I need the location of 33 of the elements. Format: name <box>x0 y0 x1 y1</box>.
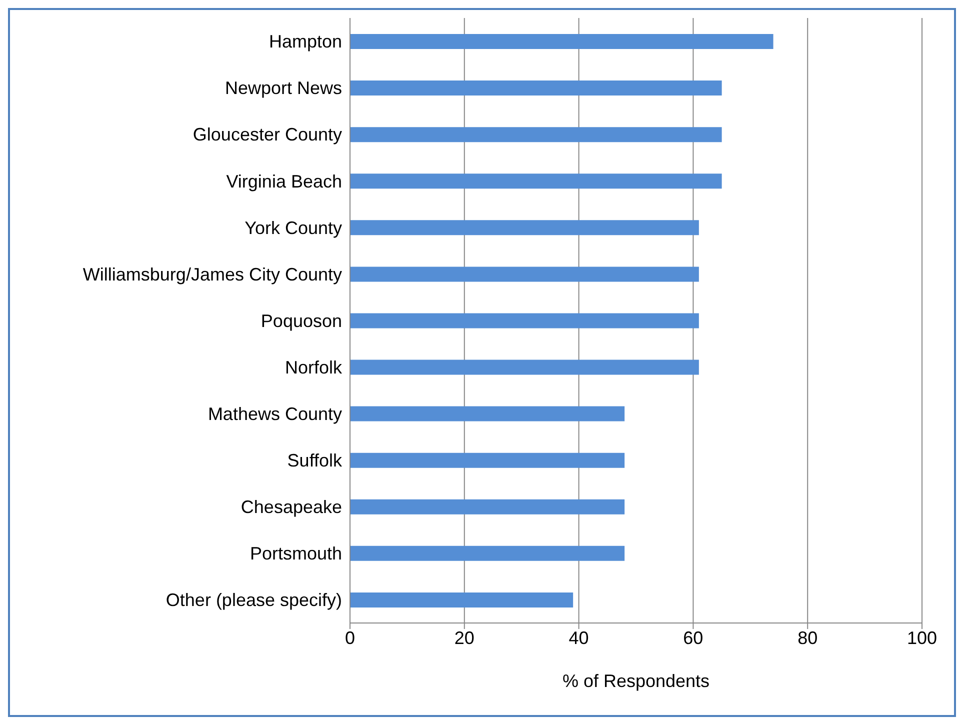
x-tick-label: 100 <box>906 628 938 648</box>
y-tick-label: Newport News <box>224 78 342 98</box>
y-tick-label: Poquoson <box>260 310 342 331</box>
y-tick-label: Chesapeake <box>240 497 342 518</box>
x-axis-title: % of Respondents <box>562 671 710 691</box>
x-tick-label: 80 <box>798 628 818 648</box>
x-tick-label: 60 <box>683 628 704 648</box>
y-tick-label: Williamsburg/James City County <box>82 264 342 284</box>
bar <box>350 546 625 561</box>
y-tick-label: Gloucester County <box>192 124 342 145</box>
bar <box>350 127 722 142</box>
x-tick-label: 40 <box>568 628 589 648</box>
bar <box>350 360 699 375</box>
bar <box>350 220 699 236</box>
y-tick-label: Mathews County <box>208 404 342 424</box>
bar <box>350 266 699 282</box>
y-tick-label: Suffolk <box>287 450 343 471</box>
y-tick-label: Other (please specify) <box>166 590 342 610</box>
bar <box>350 174 722 189</box>
y-tick-label: Hampton <box>268 32 342 52</box>
bar <box>350 34 774 49</box>
y-tick-label: York County <box>244 218 342 238</box>
y-tick-label: Norfolk <box>284 357 343 378</box>
x-tick-label: 20 <box>454 628 474 648</box>
y-tick-label: Portsmouth <box>250 544 342 564</box>
bar <box>350 499 625 514</box>
bar <box>350 452 625 468</box>
bar <box>350 80 722 96</box>
bar <box>350 406 625 422</box>
y-tick-label: Virginia Beach <box>226 171 342 192</box>
bar <box>350 592 574 608</box>
bar <box>350 313 699 328</box>
x-tick-label: 0 <box>344 628 356 648</box>
